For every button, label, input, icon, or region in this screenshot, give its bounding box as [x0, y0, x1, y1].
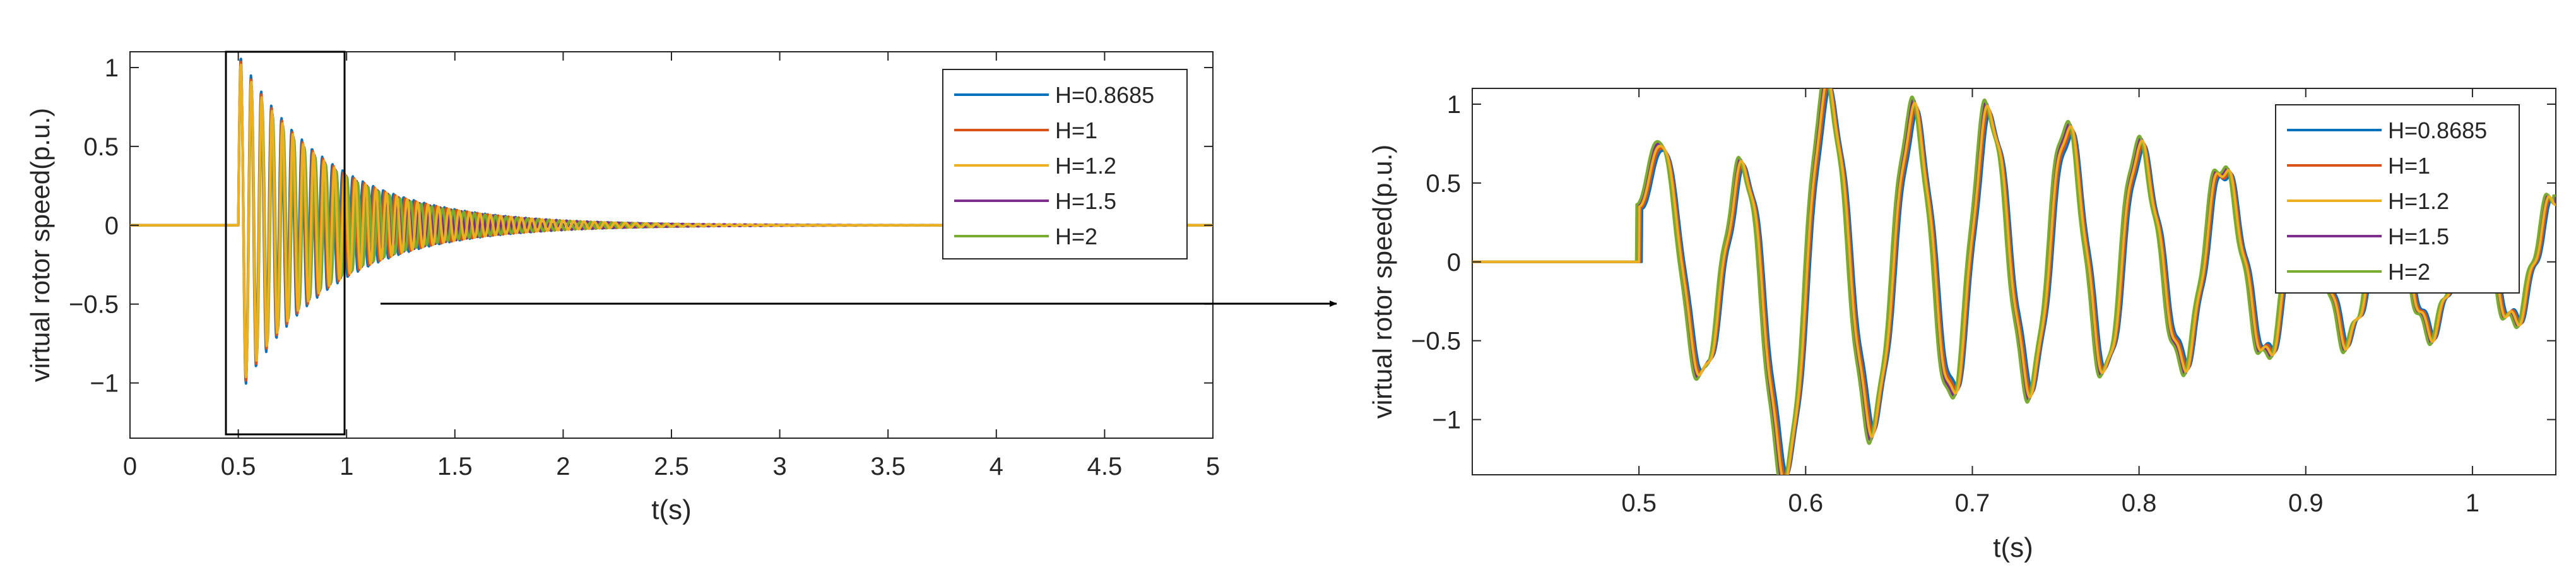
- zoom-selection-box: [225, 51, 346, 436]
- legend-entry: H=1.2: [2388, 188, 2449, 214]
- y-tick-label: −1: [1432, 407, 1461, 434]
- y-tick-label: 0: [1447, 249, 1461, 277]
- x-tick-label: 1.5: [437, 453, 473, 480]
- x-ticks: 0 0.5 1 1.5 2 2.5 3 3.5 4 4.5 5: [123, 52, 1220, 480]
- legend: H=0.8685 H=1 H=1.2 H=1.5 H=2: [2275, 104, 2520, 294]
- y-tick-label: 0: [105, 212, 119, 240]
- x-tick-label: 0.9: [2288, 489, 2324, 517]
- x-tick-label: 0.8: [2122, 489, 2157, 517]
- x-tick-label: 2: [556, 453, 570, 480]
- legend-entry: H=1.5: [2388, 223, 2449, 249]
- y-axis-label: virtual rotor speed(p.u.): [1368, 145, 1397, 419]
- x-tick-label: 5: [1206, 453, 1220, 480]
- x-tick-label: 0.5: [221, 453, 256, 480]
- y-tick-label: 0.5: [83, 133, 119, 161]
- x-ticks: 0.5 0.6 0.7 0.8 0.9 1: [1621, 88, 2479, 517]
- x-tick-label: 1: [340, 453, 353, 480]
- legend-entry: H=1: [1055, 117, 1097, 143]
- legend-entry: H=0.8685: [1055, 82, 1154, 108]
- chart-zoomed: 0.5 0.6 0.7 0.8 0.9 1 1 0.5 0 −0.5 −1 t(s) virtua…: [1368, 88, 2556, 563]
- y-ticks: 1 0.5 0 −0.5 −1: [69, 54, 1213, 398]
- y-tick-label: 1: [105, 54, 119, 82]
- y-tick-label: 1: [1447, 91, 1461, 119]
- y-ticks: 1 0.5 0 −0.5 −1: [1411, 91, 2556, 434]
- legend-entry: H=1.2: [1055, 153, 1116, 179]
- legend-entry: H=2: [1055, 223, 1097, 249]
- x-tick-label: 3.5: [870, 453, 906, 480]
- y-axis-label: virtual rotor speed(p.u.): [25, 108, 55, 382]
- legend-entry: H=1: [2388, 153, 2430, 179]
- legend-box: [2275, 104, 2520, 294]
- x-tick-label: 1: [2466, 489, 2479, 517]
- x-tick-label: 4.5: [1087, 453, 1123, 480]
- x-tick-label: 0.5: [1621, 489, 1657, 517]
- y-tick-label: 0.5: [1426, 170, 1461, 198]
- x-tick-label: 0.7: [1955, 489, 1990, 517]
- legend-entry: H=0.8685: [2388, 117, 2487, 143]
- y-tick-label: −1: [90, 370, 119, 398]
- legend: H=0.8685 H=1 H=1.2 H=1.5 H=2: [942, 69, 1188, 259]
- y-tick-label: −0.5: [1411, 328, 1461, 355]
- chart-full-time: 0 0.5 1 1.5 2 2.5 3 3.5 4 4.5 5 1 0.5 0 −0.5 −1 t(s) v…: [25, 51, 1220, 525]
- legend-entry: H=1.5: [1055, 188, 1116, 214]
- x-tick-label: 0: [123, 453, 137, 480]
- x-axis-label: t(s): [1993, 532, 2033, 563]
- legend-entry: H=2: [2388, 259, 2430, 285]
- x-tick-label: 3: [772, 453, 786, 480]
- x-tick-label: 0.6: [1788, 489, 1824, 517]
- x-tick-label: 4: [990, 453, 1003, 480]
- x-tick-label: 2.5: [654, 453, 689, 480]
- y-tick-label: −0.5: [69, 291, 119, 319]
- x-axis-label: t(s): [651, 494, 692, 525]
